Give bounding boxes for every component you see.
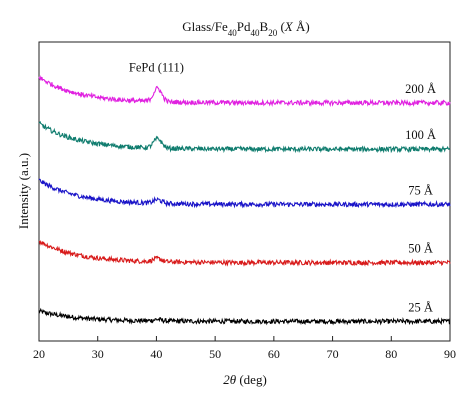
series-layer	[38, 74, 451, 326]
series-label: 25 Å	[408, 300, 433, 314]
series-line	[38, 74, 451, 108]
x-tick-label: 40	[150, 347, 162, 361]
x-tick-label: 30	[92, 347, 104, 361]
series-label: 75 Å	[408, 183, 433, 197]
series-label: 100 Å	[405, 128, 436, 142]
series-line	[38, 178, 451, 209]
x-tick-label: 20	[33, 347, 45, 361]
x-tick-label: 80	[385, 347, 397, 361]
x-tick-label: 60	[268, 347, 280, 361]
series-label: 200 Å	[405, 82, 436, 96]
x-axis-label: 2θ (deg)	[223, 372, 267, 387]
series-line	[38, 239, 451, 267]
peak-annotation: FePd (111)	[129, 60, 184, 74]
x-tick-label: 70	[327, 347, 339, 361]
x-tick-label: 50	[209, 347, 221, 361]
y-axis-label: Intensity (a.u.)	[16, 153, 31, 229]
series-labels: 25 Å 50 Å 75 Å 100 Å 200 Å	[405, 82, 436, 315]
series-line	[38, 120, 451, 154]
series-line	[38, 307, 451, 326]
series-label: 50 Å	[408, 242, 433, 256]
x-axis-ticks: 20 30 40 50 60 70 80 90	[33, 336, 456, 361]
chart-title: Glass/Fe40Pd40B20 (X Å)	[182, 19, 309, 38]
plot-frame	[38, 41, 451, 342]
x-tick-label: 90	[444, 347, 456, 361]
